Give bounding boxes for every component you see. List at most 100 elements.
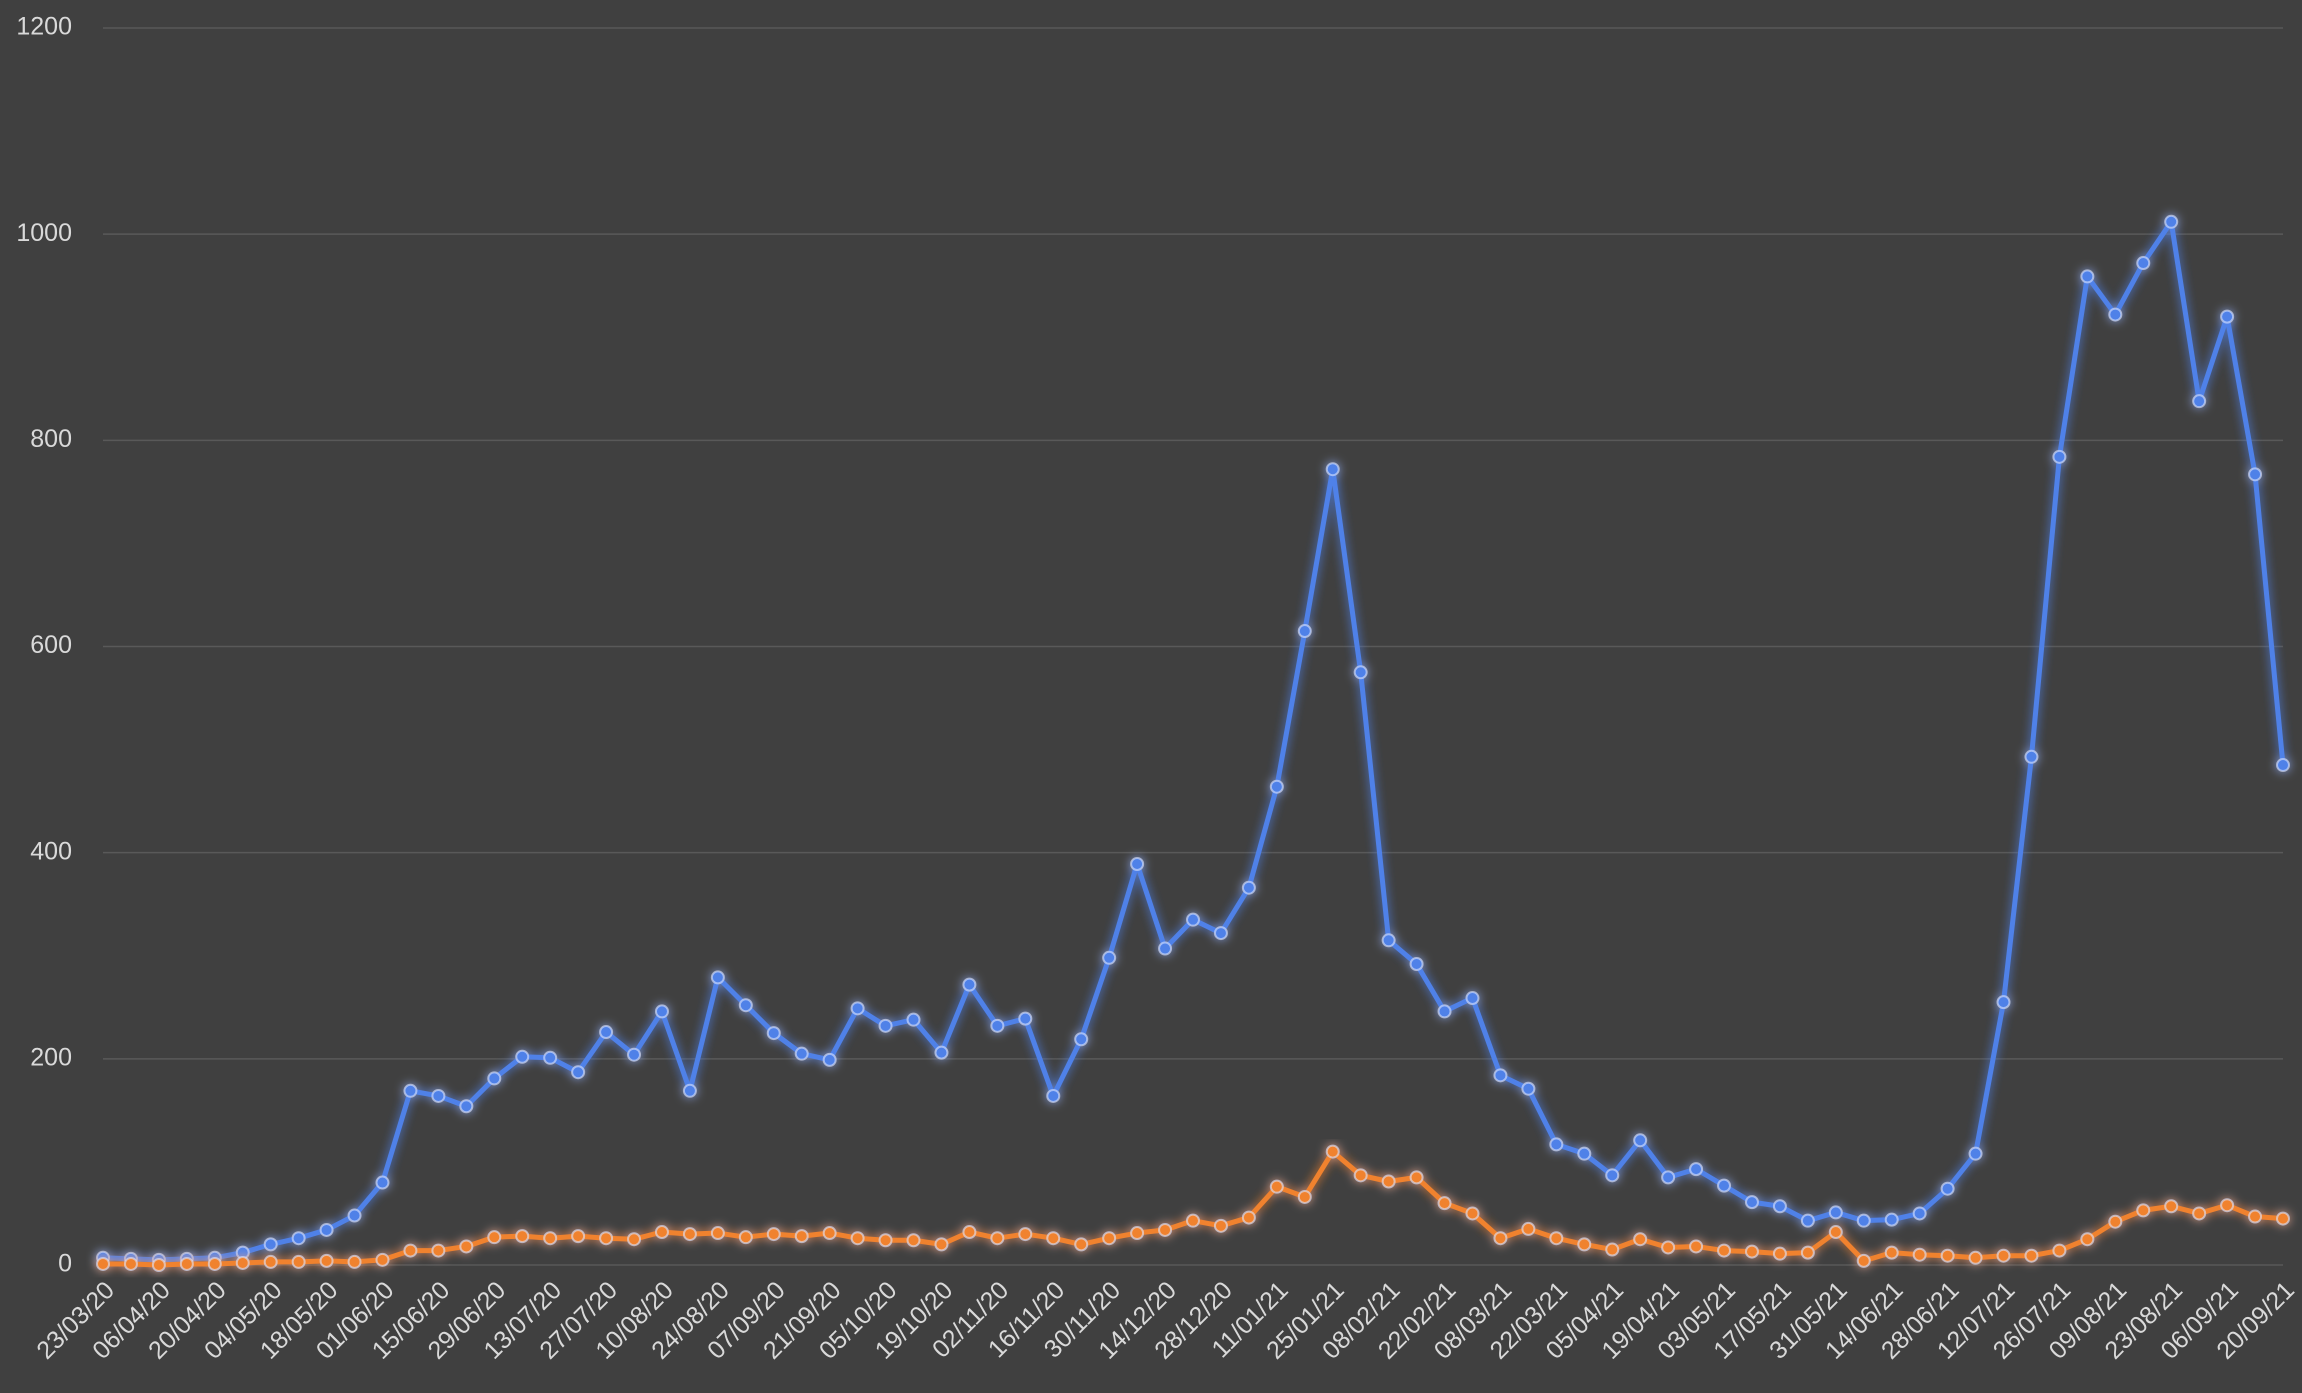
point	[1269, 1179, 1284, 1194]
point	[291, 1231, 306, 1246]
point	[1856, 1213, 1871, 1228]
point	[2024, 1248, 2039, 1263]
point	[1717, 1178, 1732, 1193]
point	[1549, 1231, 1564, 1246]
point	[906, 1012, 921, 1027]
point	[459, 1099, 474, 1114]
point	[1912, 1206, 1927, 1221]
point	[1046, 1231, 1061, 1246]
point	[515, 1229, 530, 1244]
point	[375, 1252, 390, 1267]
point	[1633, 1133, 1648, 1148]
point	[1689, 1162, 1704, 1177]
point	[1744, 1244, 1759, 1259]
point	[822, 1226, 837, 1241]
point	[850, 1231, 865, 1246]
point	[2220, 309, 2235, 324]
point	[1102, 1231, 1117, 1246]
point	[2052, 449, 2067, 464]
point	[654, 1004, 669, 1019]
y-tick-label: 200	[30, 1043, 72, 1071]
point	[123, 1256, 138, 1271]
point	[2276, 758, 2290, 773]
point	[431, 1243, 446, 1258]
point	[1213, 1218, 1228, 1233]
y-tick-label: 1200	[16, 13, 72, 41]
point	[1968, 1146, 1983, 1161]
point	[2108, 307, 2123, 322]
point	[403, 1083, 418, 1098]
point	[1074, 1237, 1089, 1252]
point	[599, 1231, 614, 1246]
point	[1549, 1137, 1564, 1152]
point	[1213, 926, 1228, 941]
point	[1018, 1227, 1033, 1242]
point	[1297, 1189, 1312, 1204]
point	[263, 1237, 278, 1252]
point	[990, 1231, 1005, 1246]
point	[571, 1065, 586, 1080]
point	[1186, 912, 1200, 927]
point	[1772, 1199, 1787, 1214]
point	[962, 977, 977, 992]
point	[1381, 1174, 1396, 1189]
point	[96, 1256, 110, 1271]
point	[1577, 1146, 1592, 1161]
point	[459, 1239, 474, 1254]
y-tick-label: 600	[30, 631, 72, 659]
point	[682, 1227, 697, 1242]
point	[1353, 665, 1368, 680]
point	[2220, 1198, 2235, 1213]
point	[543, 1231, 558, 1246]
point	[1325, 1144, 1340, 1159]
point	[1633, 1232, 1648, 1247]
point	[291, 1254, 306, 1269]
point	[1856, 1253, 1871, 1268]
point	[1158, 1222, 1173, 1237]
point	[1968, 1250, 1983, 1265]
point	[1437, 1196, 1452, 1211]
point	[2276, 1211, 2290, 1226]
point	[431, 1088, 446, 1103]
point	[487, 1230, 502, 1245]
point	[2108, 1214, 2123, 1229]
point	[710, 970, 725, 985]
point	[1465, 991, 1480, 1006]
point	[990, 1018, 1005, 1033]
point	[1689, 1239, 1704, 1254]
point	[1437, 1004, 1452, 1019]
point	[375, 1175, 390, 1190]
point	[1772, 1246, 1787, 1261]
point	[1884, 1245, 1899, 1260]
point	[403, 1243, 418, 1258]
point	[487, 1071, 502, 1086]
point	[766, 1026, 781, 1041]
point	[1409, 956, 1424, 971]
point	[2164, 214, 2179, 229]
point	[2164, 1199, 2179, 1214]
point	[1912, 1247, 1927, 1262]
point	[1046, 1088, 1061, 1103]
point	[1493, 1231, 1508, 1246]
point	[1102, 950, 1117, 965]
series	[96, 1144, 2290, 1272]
point	[1074, 1032, 1089, 1047]
point	[1996, 995, 2011, 1010]
point	[1940, 1181, 1955, 1196]
point	[2192, 394, 2207, 409]
point	[2192, 1206, 2207, 1221]
point	[515, 1049, 530, 1064]
point	[822, 1052, 837, 1067]
point	[766, 1227, 781, 1242]
point	[1269, 779, 1284, 794]
point	[2248, 1209, 2263, 1224]
point	[1521, 1081, 1536, 1096]
point	[1744, 1195, 1759, 1210]
point	[1186, 1213, 1200, 1228]
point	[1381, 933, 1396, 948]
point	[934, 1045, 949, 1060]
point	[2080, 269, 2095, 284]
point	[1996, 1248, 2011, 1263]
point	[2052, 1243, 2067, 1258]
point	[207, 1256, 222, 1271]
